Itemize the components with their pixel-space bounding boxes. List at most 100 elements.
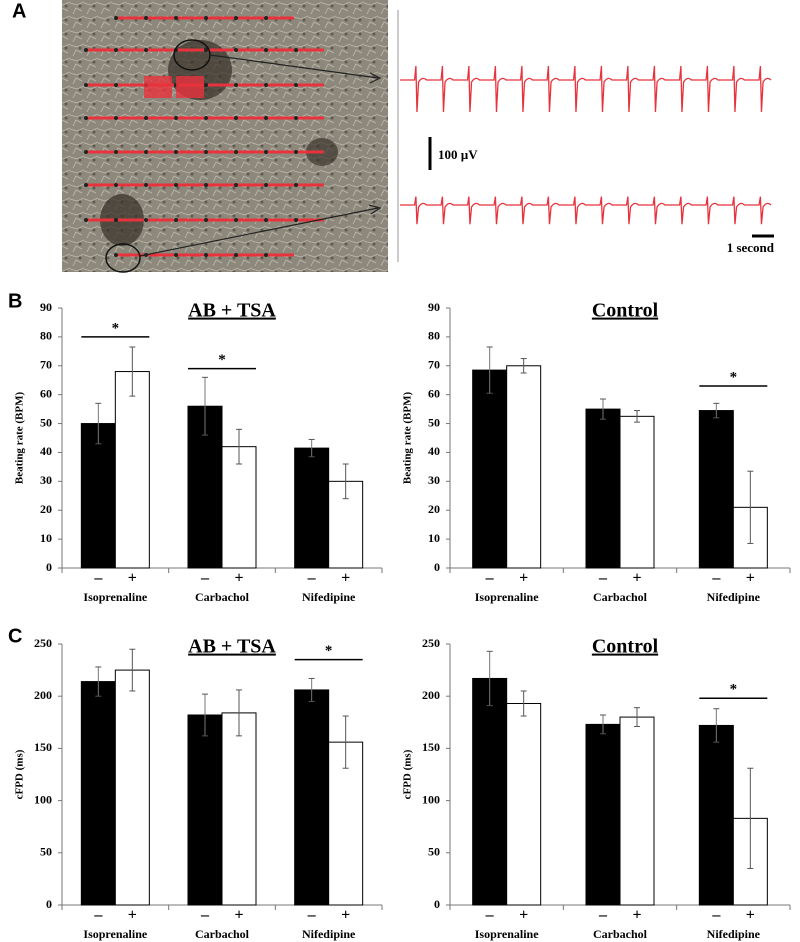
chart-title: Control xyxy=(592,300,659,322)
bar xyxy=(472,677,508,906)
electrode xyxy=(146,116,174,120)
series-label: + xyxy=(632,570,641,587)
bar xyxy=(585,408,621,569)
y-tick-label: 90 xyxy=(428,300,440,314)
electrode-contact xyxy=(264,83,268,87)
electrode xyxy=(146,16,174,20)
series-label: – xyxy=(93,907,103,924)
electrode-contact xyxy=(204,116,208,120)
electrode xyxy=(266,116,294,120)
y-axis-label: cFPD (ms) xyxy=(14,749,26,799)
electrode xyxy=(296,83,324,87)
trace xyxy=(400,196,772,225)
electrode-contact xyxy=(204,218,208,222)
electrode-contact xyxy=(234,116,238,120)
bar xyxy=(294,447,330,569)
electrode xyxy=(206,218,234,222)
y-tick-label: 0 xyxy=(46,560,52,574)
y-tick-label: 0 xyxy=(46,897,52,911)
x-tick-label: Nifedipine xyxy=(302,927,356,941)
electrode-contact xyxy=(114,253,118,257)
electrode-contact xyxy=(174,150,178,154)
error-bar xyxy=(342,463,349,500)
electrode-highlight xyxy=(176,76,204,98)
electrode-contact xyxy=(114,218,118,222)
y-tick-label: 40 xyxy=(428,444,440,458)
electrode xyxy=(146,48,174,52)
error-bar xyxy=(95,402,102,445)
electrode-photo xyxy=(62,0,388,272)
electrode xyxy=(206,183,234,187)
electrode xyxy=(236,253,264,257)
bar xyxy=(80,681,116,906)
series-label: + xyxy=(519,570,528,587)
electrode-contact xyxy=(84,218,88,222)
error-bar xyxy=(129,648,136,692)
y-tick-label: 30 xyxy=(40,473,52,487)
significance-label: * xyxy=(218,352,226,368)
bar xyxy=(619,716,655,906)
electrode xyxy=(176,183,204,187)
series-label: – xyxy=(711,570,721,587)
electrode xyxy=(236,116,264,120)
electrode-contact xyxy=(84,116,88,120)
electrode-contact xyxy=(114,116,118,120)
electrode xyxy=(236,48,264,52)
y-tick-label: 50 xyxy=(40,415,52,429)
error-bar xyxy=(634,410,640,423)
series-label: + xyxy=(632,907,641,924)
y-tick-label: 250 xyxy=(422,636,440,650)
y-tick-label: 0 xyxy=(434,560,440,574)
error-bar xyxy=(747,767,754,869)
series-label: + xyxy=(746,570,755,587)
electrode-contact xyxy=(144,16,148,20)
error-bar xyxy=(202,376,208,436)
electrode-contact xyxy=(234,183,238,187)
electrode-contact xyxy=(264,48,268,52)
y-tick-label: 200 xyxy=(34,688,52,702)
panel-label: B xyxy=(8,290,22,312)
electrode-contact xyxy=(144,218,148,222)
series-label: + xyxy=(746,907,755,924)
electrode xyxy=(86,48,114,52)
electrode xyxy=(176,116,204,120)
electrode xyxy=(116,150,144,154)
bar xyxy=(187,714,223,906)
electrode xyxy=(86,83,114,87)
electrode-contact xyxy=(294,83,298,87)
series-label: – xyxy=(598,570,608,587)
y-axis-label: cFPD (ms) xyxy=(402,749,414,799)
y-tick-label: 80 xyxy=(428,329,440,343)
electrode-contact xyxy=(234,83,238,87)
y-tick-label: 20 xyxy=(40,502,52,516)
electrode-contact xyxy=(144,116,148,120)
electrode xyxy=(236,83,264,87)
series-label: + xyxy=(128,907,137,924)
electrode xyxy=(266,183,294,187)
error-bar xyxy=(129,346,136,397)
bar xyxy=(472,369,508,569)
y-tick-label: 100 xyxy=(34,792,52,806)
time-scale-label: 1 second xyxy=(727,240,775,255)
electrode-contact xyxy=(264,116,268,120)
electrode xyxy=(236,16,264,20)
series-label: – xyxy=(485,570,495,587)
error-bar xyxy=(713,402,720,419)
y-tick-label: 100 xyxy=(422,792,440,806)
electrode xyxy=(176,16,204,20)
electrode-contact xyxy=(174,16,178,20)
electrode xyxy=(266,218,294,222)
electrode xyxy=(176,253,204,257)
electrode-contact xyxy=(84,48,88,52)
electrode xyxy=(296,48,324,52)
electrode-contact xyxy=(174,253,178,257)
panel-label: C xyxy=(8,625,22,647)
y-tick-label: 150 xyxy=(422,740,440,754)
y-tick-label: 60 xyxy=(428,386,440,400)
y-tick-label: 40 xyxy=(40,444,52,458)
bar xyxy=(294,689,330,906)
panel-label: A xyxy=(12,0,26,22)
bar xyxy=(506,365,542,569)
electrode-contact xyxy=(234,150,238,154)
